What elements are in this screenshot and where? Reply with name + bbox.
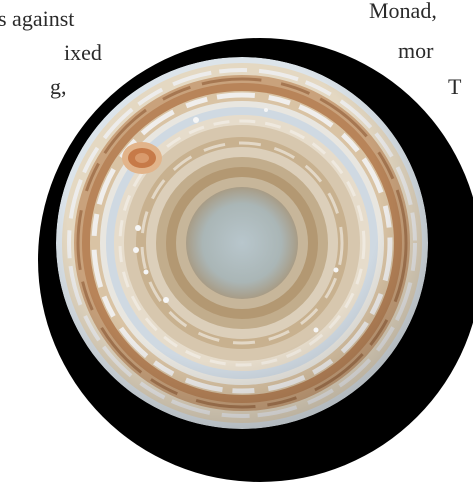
text-fragment-left-line3: g, — [50, 74, 67, 99]
text-fragment-left-line1: s against — [0, 6, 75, 31]
text-fragment-left-line2: ixed — [64, 40, 102, 65]
text-fragment-right-line2: mor — [398, 38, 434, 63]
planet-disc — [56, 57, 428, 429]
text-fragment-right-line1: Monad, — [369, 0, 437, 23]
text-fragment-right-line3: T — [448, 74, 462, 99]
planet-figure — [36, 0, 473, 482]
planet-pole-image — [38, 38, 473, 482]
